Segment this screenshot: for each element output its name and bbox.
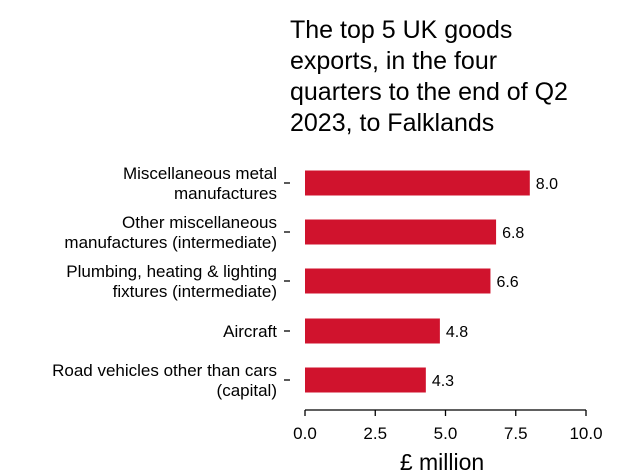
x-tick-label: 0.0: [293, 424, 317, 443]
value-label: 6.6: [496, 274, 518, 291]
x-tick-label: 7.5: [504, 424, 528, 443]
chart-title-line: The top 5 UK goods: [290, 16, 512, 44]
value-label: 6.8: [502, 225, 524, 242]
x-tick-label: 10.0: [569, 424, 602, 443]
category-label: Aircraft: [223, 322, 277, 341]
category-label: fixtures (intermediate): [113, 282, 277, 301]
bars: [305, 170, 530, 393]
value-labels: 8.0 6.8 6.6 4.8 4.3: [432, 176, 558, 390]
bar: [305, 170, 530, 196]
chart-title-line: quarters to the end of Q2: [290, 78, 568, 106]
bar: [305, 318, 440, 344]
value-label: 4.3: [432, 373, 454, 390]
category-label: Plumbing, heating & lighting: [66, 262, 277, 281]
x-axis: 0.0 2.5 5.0 7.5 10.0: [293, 409, 603, 443]
chart-title-line: exports, in the four: [290, 47, 497, 75]
chart-title: The top 5 UK goods exports, in the four qu…: [290, 16, 568, 137]
x-tick-label: 2.5: [363, 424, 387, 443]
category-label: (capital): [217, 381, 277, 400]
x-tick-label: 5.0: [434, 424, 458, 443]
category-label: Road vehicles other than cars: [52, 361, 277, 380]
bar: [305, 367, 426, 393]
value-label: 8.0: [536, 176, 558, 193]
chart-title-line: 2023, to Falklands: [290, 109, 494, 137]
bar: [305, 268, 491, 294]
x-axis-title: £ million: [400, 449, 484, 475]
category-label: Other miscellaneous: [122, 213, 277, 232]
category-label: manufactures (intermediate): [64, 233, 277, 252]
category-label: Miscellaneous metal: [123, 164, 277, 183]
value-label: 4.8: [446, 324, 468, 341]
category-label: manufactures: [174, 184, 277, 203]
bar: [305, 219, 497, 245]
